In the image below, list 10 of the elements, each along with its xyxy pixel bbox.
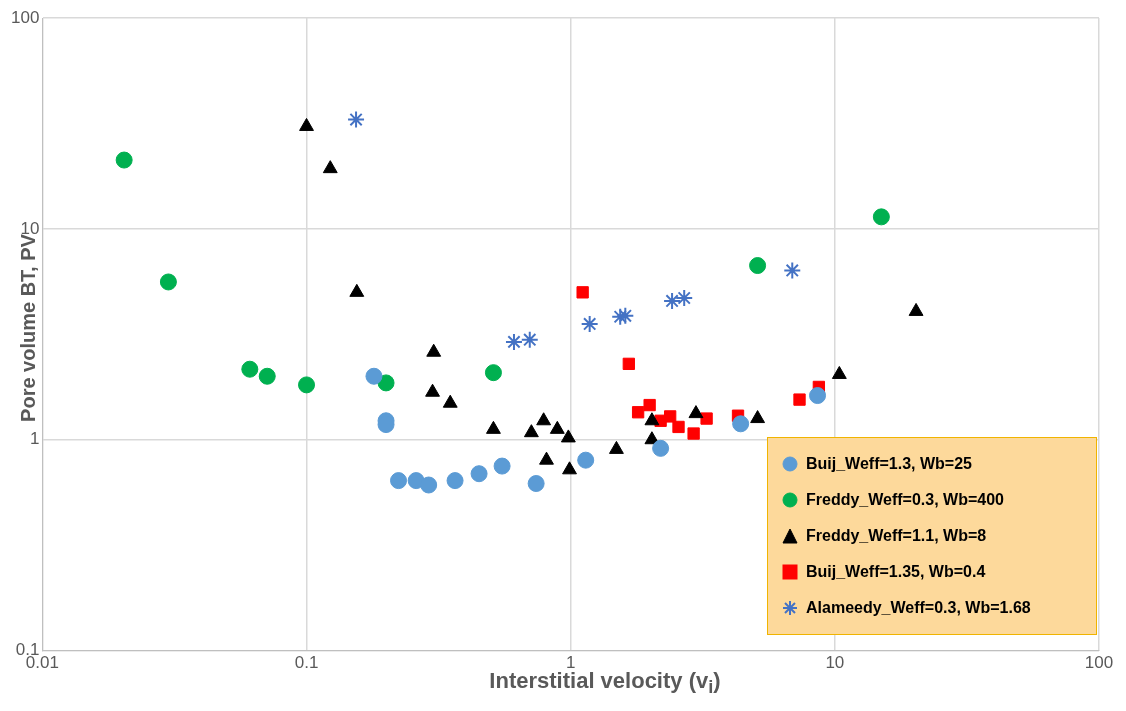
legend-label: Alameedy_Weff=0.3, Wb=1.68	[806, 599, 1031, 617]
legend-label: Buij_Weff=1.35, Wb=0.4	[806, 563, 986, 581]
legend-label: Freddy_Weff=0.3, Wb=400	[806, 491, 1004, 509]
legend-label: Freddy_Weff=1.1, Wb=8	[806, 527, 987, 545]
x-tick-label: 10	[825, 653, 845, 673]
x-tick-label: 0.1	[294, 653, 319, 673]
y-tick-label: 1	[29, 429, 40, 449]
legend-label: Buij_Weff=1.3, Wb=25	[806, 455, 972, 473]
y-tick-label: 100	[10, 7, 40, 27]
x-tick-label: 100	[1084, 653, 1114, 673]
